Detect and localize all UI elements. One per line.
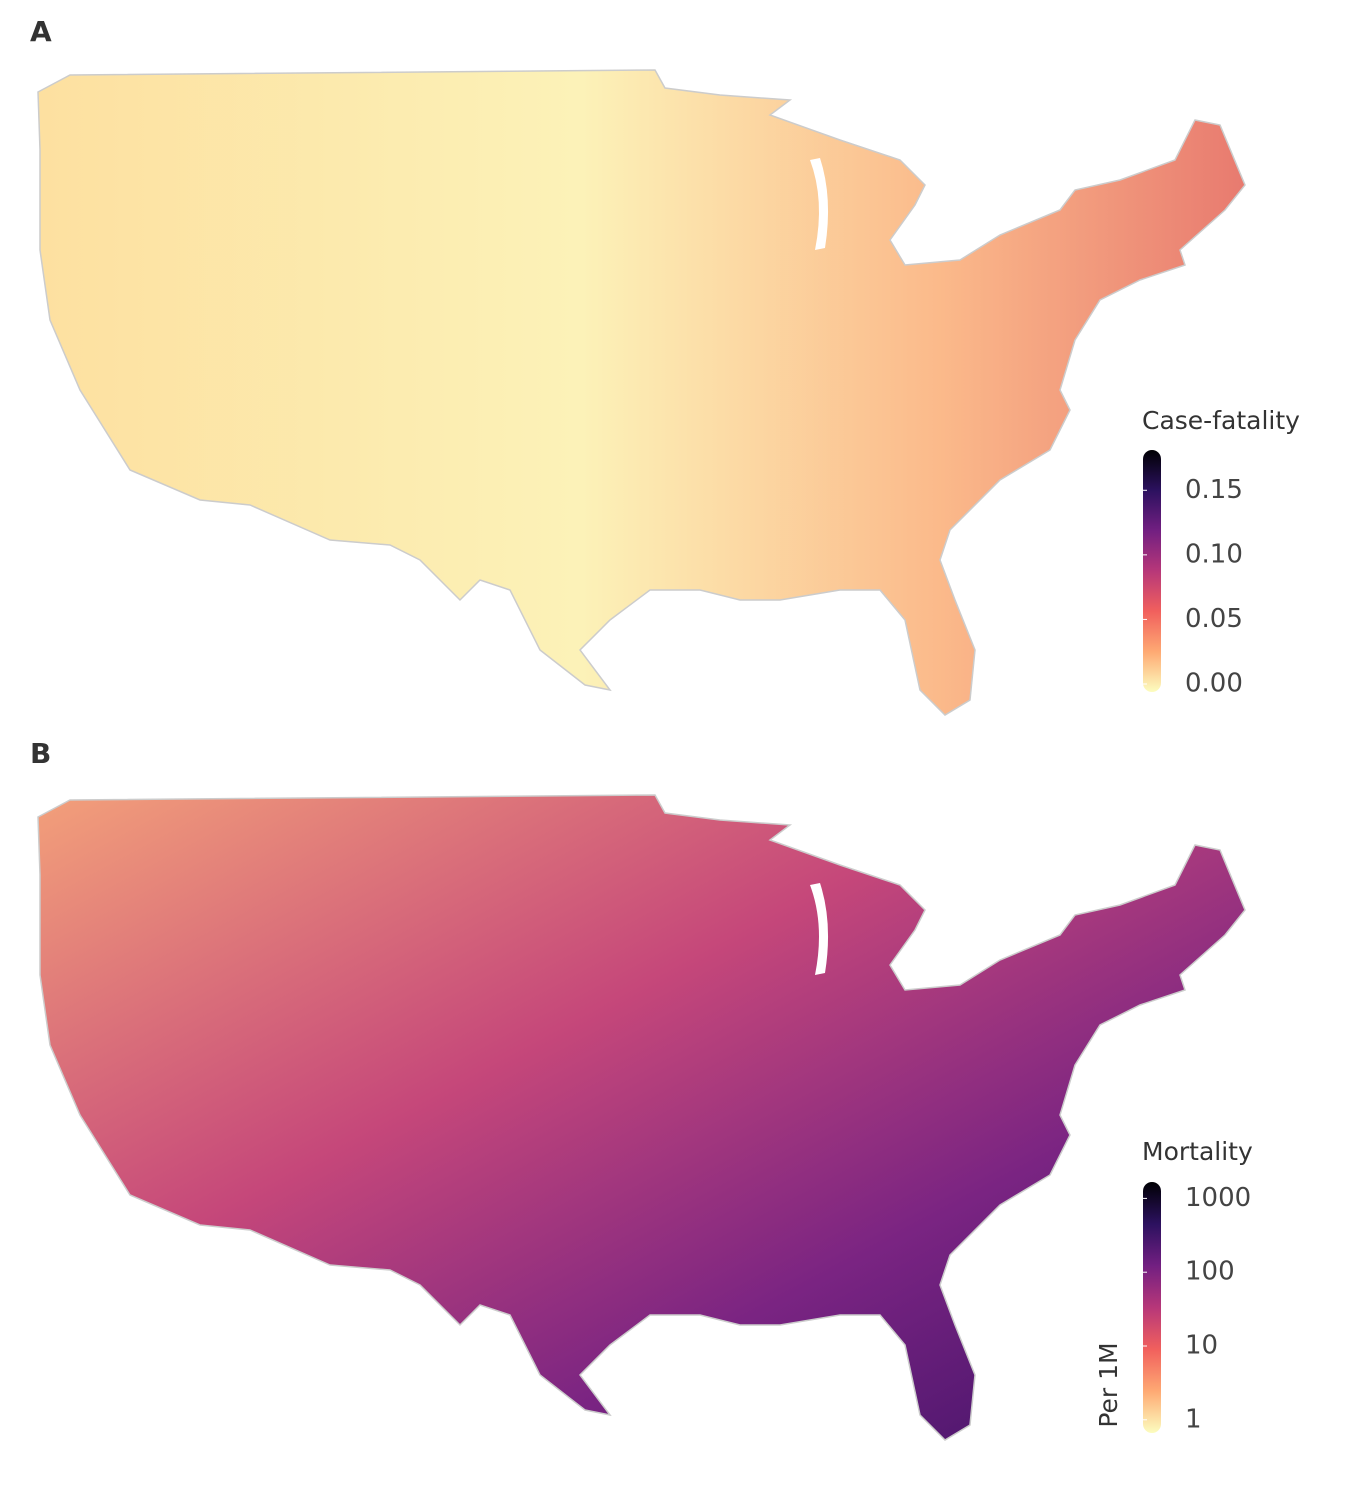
colorbar [1143, 450, 1161, 692]
map-b [37, 794, 1246, 1441]
lake [810, 883, 829, 975]
lake [810, 158, 829, 250]
panel-label: B [30, 737, 51, 770]
colorbar-tick-label: 0.00 [1185, 669, 1243, 699]
legend-title: Case-fatality [1142, 406, 1300, 435]
colorbar-tick-label: 10 [1185, 1330, 1218, 1360]
colorbar-tick-label: 100 [1185, 1257, 1235, 1287]
colorbar-tick-label: 1 [1185, 1404, 1202, 1434]
colorbar-tick-label: 0.05 [1185, 604, 1243, 634]
colorbar-tick-label: 1000 [1185, 1183, 1251, 1213]
colorbar-tick-label: 0.10 [1185, 539, 1243, 569]
legend-subtitle: Per 1M [1094, 1342, 1123, 1427]
colorbar [1143, 1182, 1161, 1433]
map-a [37, 69, 1246, 716]
panel-label: A [30, 15, 52, 48]
legend-title: Mortality [1142, 1137, 1253, 1166]
colorbar-tick-label: 0.15 [1185, 475, 1243, 505]
